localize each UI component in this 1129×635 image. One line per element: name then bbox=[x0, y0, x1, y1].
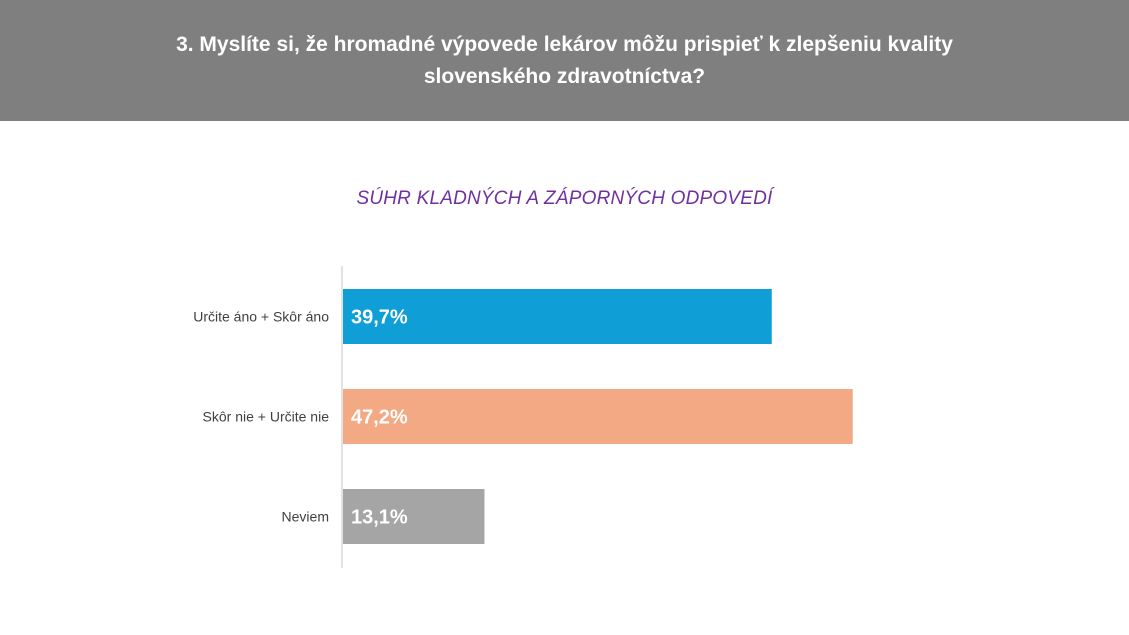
question-title: 3. Myslíte si, že hromadné výpovede leká… bbox=[85, 29, 1045, 93]
question-title-line-1: 3. Myslíte si, že hromadné výpovede leká… bbox=[176, 32, 953, 56]
question-title-line-2: slovenského zdravotníctva? bbox=[423, 64, 706, 88]
question-header: 3. Myslíte si, že hromadné výpovede leká… bbox=[0, 0, 1129, 121]
category-label: Skôr nie + Určite nie bbox=[203, 409, 330, 425]
bar bbox=[343, 389, 853, 444]
data-label: 47,2% bbox=[351, 407, 408, 429]
bar bbox=[343, 489, 485, 544]
category-label: Neviem bbox=[282, 509, 329, 525]
bar bbox=[343, 289, 772, 344]
chart-title: SÚHR KLADNÝCH A ZÁPORNÝCH ODPOVEDÍ bbox=[356, 188, 773, 209]
category-label: Určite áno + Skôr áno bbox=[193, 309, 329, 325]
data-label: 13,1% bbox=[351, 507, 408, 529]
data-label: 39,7% bbox=[351, 307, 408, 329]
